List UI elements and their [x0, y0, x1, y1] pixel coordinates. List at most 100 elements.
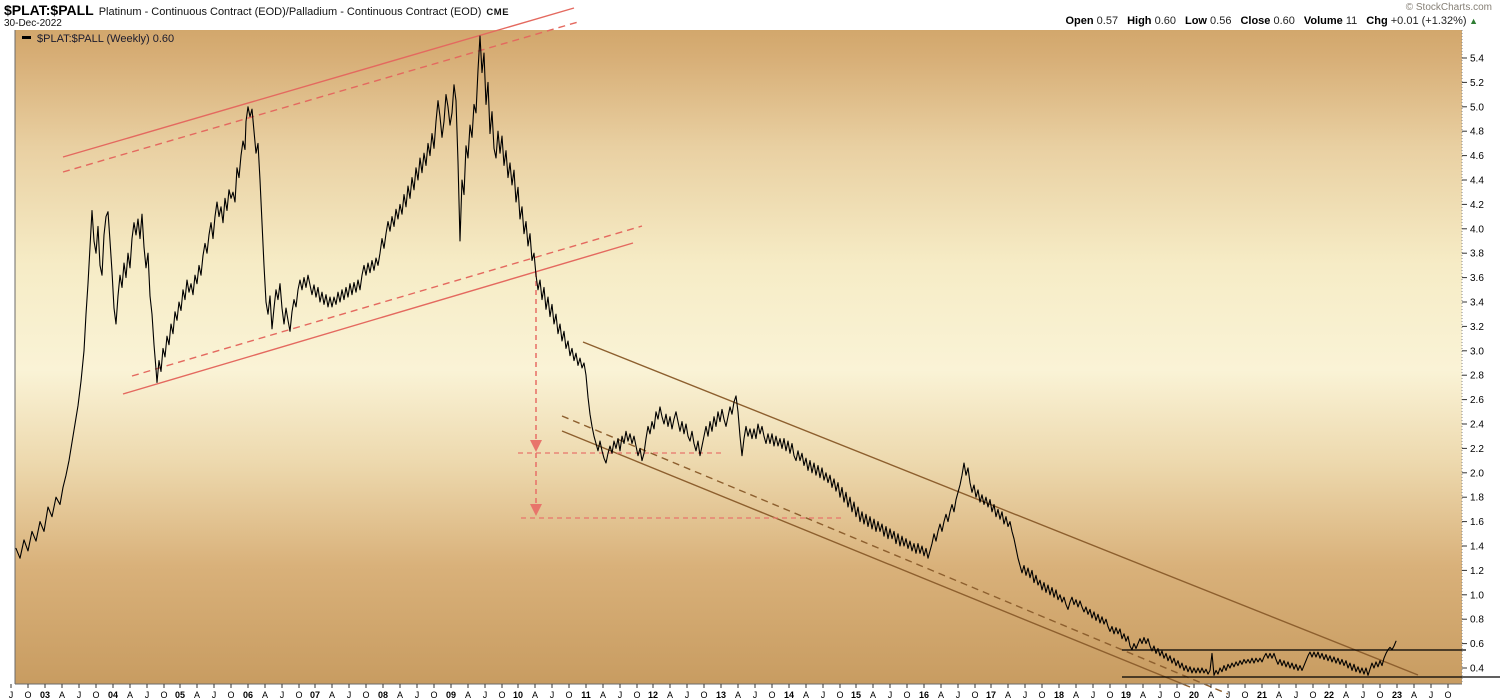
- x-axis-label: 18: [1054, 690, 1064, 700]
- x-axis-label: J: [415, 690, 420, 700]
- x-axis-label: J: [1158, 690, 1163, 700]
- x-axis-label: O: [295, 690, 302, 700]
- x-axis-label: A: [1140, 690, 1146, 700]
- y-axis-label: 5.0: [1470, 102, 1484, 113]
- x-axis-label: O: [24, 690, 31, 700]
- x-axis-label: O: [768, 690, 775, 700]
- x-axis-label: O: [633, 690, 640, 700]
- x-axis-label: A: [127, 690, 133, 700]
- y-axis-label: 1.4: [1470, 542, 1484, 553]
- x-axis-label: O: [160, 690, 167, 700]
- trendline-falling-channel-upper-solid: [582, 341, 1419, 676]
- x-axis-label: O: [1309, 690, 1316, 700]
- x-axis-label: 22: [1324, 690, 1334, 700]
- y-axis-label: 4.2: [1470, 200, 1484, 211]
- y-axis-label: 1.6: [1470, 517, 1484, 528]
- trendline-rising-channel-upper-solid: [62, 7, 575, 158]
- x-axis-label: A: [803, 690, 809, 700]
- x-axis-label: J: [888, 690, 893, 700]
- x-axis-label: A: [194, 690, 200, 700]
- x-axis-label: A: [870, 690, 876, 700]
- x-axis-label: O: [565, 690, 572, 700]
- quote-label-open: Open: [1065, 15, 1094, 27]
- y-axis-label: 1.2: [1470, 566, 1484, 577]
- y-axis-label: 0.6: [1470, 639, 1484, 650]
- x-axis-label: 03: [40, 690, 50, 700]
- x-axis-label: 16: [919, 690, 929, 700]
- x-axis-label: 21: [1257, 690, 1267, 700]
- x-axis-label: J: [550, 690, 555, 700]
- x-axis-label: 04: [108, 690, 118, 700]
- x-axis-label: J: [1294, 690, 1299, 700]
- trendline-falling-channel-lower-solid: [561, 430, 1191, 688]
- x-axis-label: J: [821, 690, 826, 700]
- x-axis-label: J: [1091, 690, 1096, 700]
- x-axis-label: 23: [1392, 690, 1402, 700]
- x-axis-label: J: [1429, 690, 1434, 700]
- x-axis-label: 19: [1121, 690, 1131, 700]
- x-axis-label: O: [1241, 690, 1248, 700]
- x-axis-label: A: [1208, 690, 1214, 700]
- x-axis-label: J: [1226, 690, 1231, 700]
- y-axis-label: 4.8: [1470, 127, 1484, 138]
- x-axis-label: A: [938, 690, 944, 700]
- quote-value-high: 0.60: [1151, 15, 1176, 27]
- x-axis-label: J: [618, 690, 623, 700]
- y-axis-label: 2.4: [1470, 420, 1484, 431]
- x-axis-label: J: [145, 690, 150, 700]
- stockcharts-copyright-link[interactable]: © StockCharts.com: [1405, 2, 1492, 13]
- x-axis-label: 09: [446, 690, 456, 700]
- x-axis-label: O: [903, 690, 910, 700]
- symbol-label: $PLAT:$PALL: [4, 2, 94, 18]
- x-axis-label: O: [836, 690, 843, 700]
- x-axis-label: A: [1343, 690, 1349, 700]
- trendline-rising-channel-upper-dashed: [62, 21, 579, 173]
- y-axis-label: 5.4: [1470, 54, 1484, 65]
- symbol-description: Platinum - Continuous Contract (EOD)/Pal…: [98, 6, 482, 18]
- chart-date: 30-Dec-2022: [4, 18, 62, 29]
- y-axis-label: 3.6: [1470, 273, 1484, 284]
- measured-move-arrow-icon-1: [530, 440, 542, 452]
- x-axis-label: J: [483, 690, 488, 700]
- x-axis-label: A: [1411, 690, 1417, 700]
- x-axis-label: 12: [648, 690, 658, 700]
- x-axis-label: 05: [175, 690, 185, 700]
- x-axis-label: 15: [851, 690, 861, 700]
- x-axis-label: O: [1173, 690, 1180, 700]
- x-axis-label: O: [1038, 690, 1045, 700]
- x-axis-label: O: [227, 690, 234, 700]
- x-axis-label: J: [685, 690, 690, 700]
- quote-value-open: 0.57: [1093, 15, 1119, 27]
- x-axis-label: O: [1444, 690, 1451, 700]
- x-axis-label: A: [1073, 690, 1079, 700]
- x-axis-label: J: [956, 690, 961, 700]
- quote-summary-row: Open 0.57 High 0.60 Low 0.56 Close 0.60 Volu…: [1056, 15, 1478, 27]
- x-axis-label: A: [59, 690, 65, 700]
- y-axis-label: 4.0: [1470, 224, 1484, 235]
- y-axis-label: 2.0: [1470, 468, 1484, 479]
- x-axis-label: J: [280, 690, 285, 700]
- x-axis-label: O: [498, 690, 505, 700]
- y-axis-label: 0.4: [1470, 664, 1484, 675]
- y-axis-label: 2.2: [1470, 444, 1484, 455]
- x-axis-label: O: [92, 690, 99, 700]
- y-axis-label: 4.6: [1470, 151, 1484, 162]
- y-axis-label: 2.8: [1470, 371, 1484, 382]
- x-axis-label: 10: [513, 690, 523, 700]
- plot-background: [15, 30, 1462, 684]
- x-axis-label: J: [1361, 690, 1366, 700]
- x-axis-label: A: [1276, 690, 1282, 700]
- x-axis-label: A: [262, 690, 268, 700]
- series-legend-label: $PLAT:$PALL (Weekly) 0.60: [37, 33, 175, 45]
- x-axis-label: 11: [581, 690, 591, 700]
- quote-label-high: High: [1127, 15, 1152, 27]
- y-axis-label: 5.2: [1470, 78, 1484, 89]
- quote-label-volume: Volume: [1303, 15, 1343, 27]
- x-axis-label: 06: [243, 690, 253, 700]
- x-axis-label: A: [667, 690, 673, 700]
- trendline-falling-channel-lower-dashed: [561, 415, 1229, 695]
- series-color-swatch-icon: [22, 36, 31, 39]
- exchange-label: CME: [486, 7, 510, 18]
- change-up-arrow-icon: ▲: [1466, 16, 1478, 26]
